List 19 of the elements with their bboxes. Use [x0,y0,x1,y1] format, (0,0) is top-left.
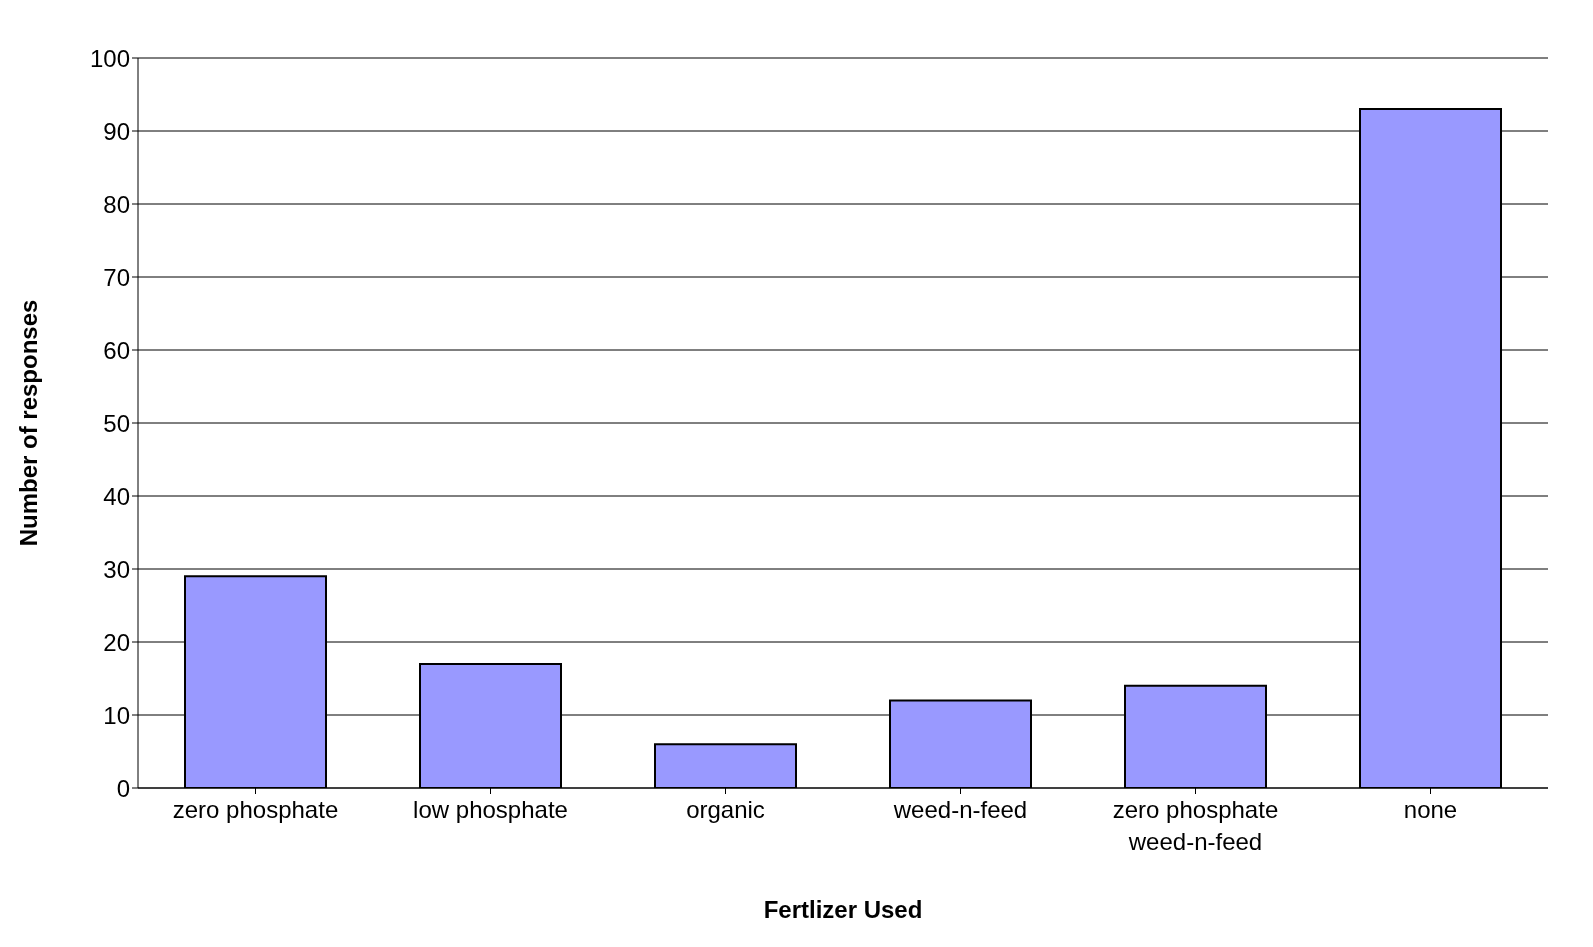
y-tick-label: 60 [103,336,130,364]
x-tick-label: weed-n-feed [892,796,1028,823]
y-tick-label: 40 [103,482,130,510]
x-axis-title: Fertlizer Used [763,896,923,923]
y-tick-label: 70 [103,263,130,291]
x-tick-label: low phosphate [413,796,568,823]
y-axis-title: Number of responses [14,299,42,547]
y-tick-label: 10 [103,701,130,729]
x-tick-label: zero phosphate [172,796,339,823]
y-tick-label: 80 [103,190,130,218]
x-tick-label: none [1403,796,1458,823]
y-tick-label: 20 [103,628,130,656]
y-tick-label: 50 [103,409,130,437]
y-tick-label: 90 [103,117,130,145]
y-tick-label: 0 [116,774,130,802]
y-tick-label: 30 [103,555,130,583]
x-tick-label: organic [686,796,765,823]
x-tick-label: zero phosphate weed-n-feed [1112,796,1279,855]
y-tick-label: 100 [89,44,130,72]
